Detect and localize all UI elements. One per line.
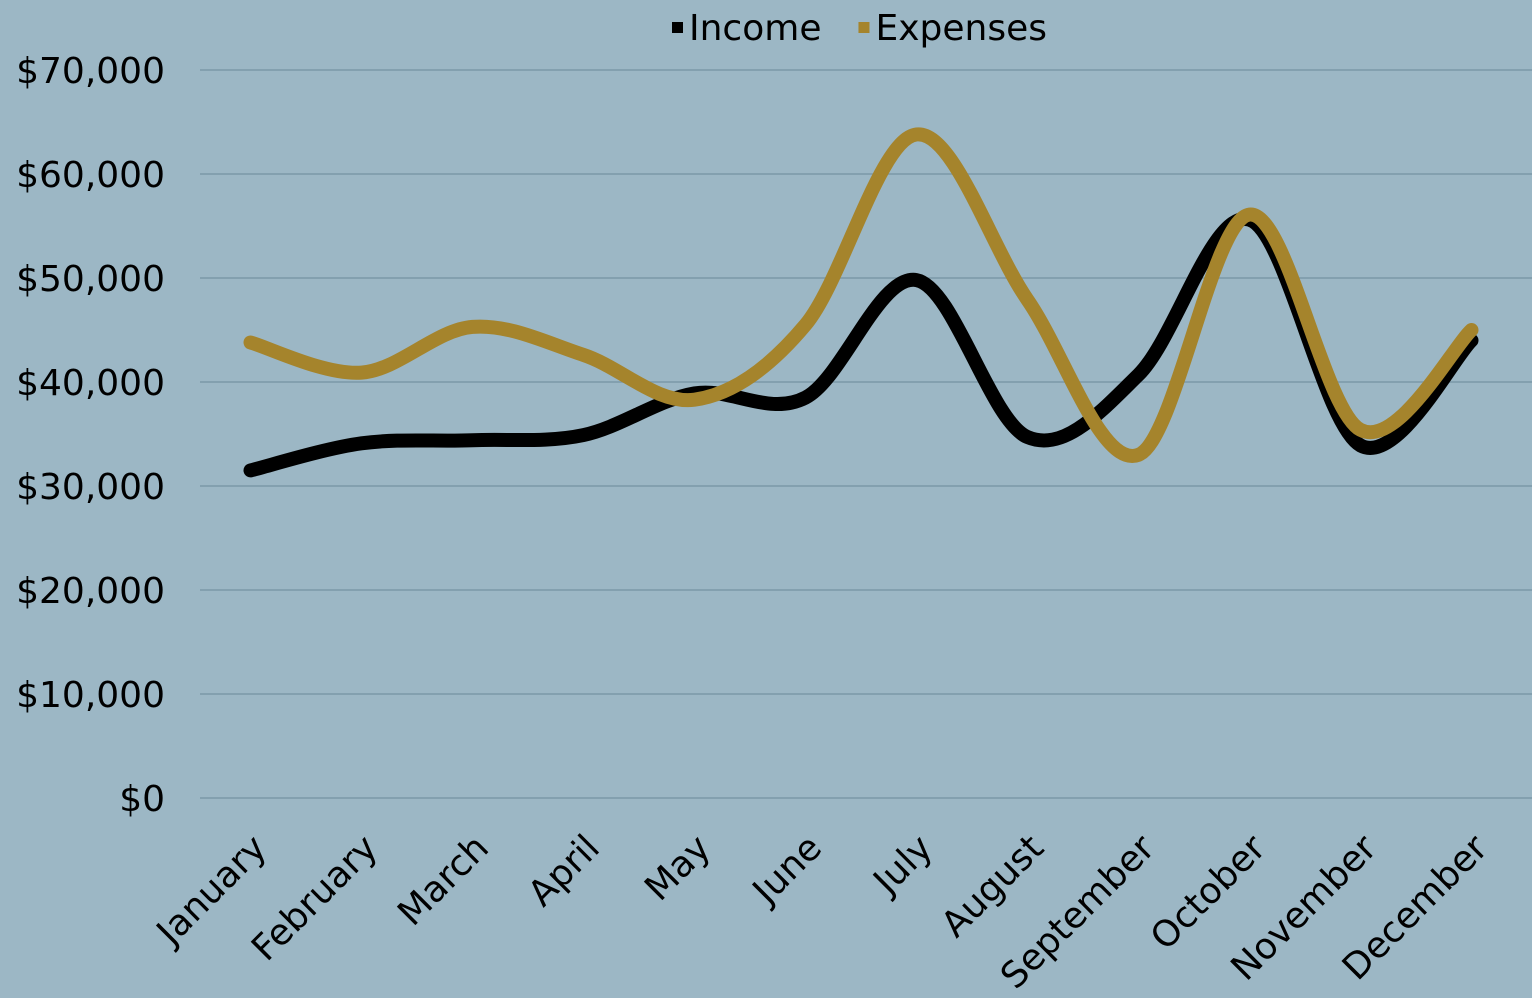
x-tick-label: May [637,827,719,909]
legend-label: Expenses [875,8,1047,49]
y-tick-label: $70,000 [16,51,165,92]
x-tick-label: June [744,827,830,913]
y-tick-label: $60,000 [16,155,165,196]
y-tick-label: $20,000 [16,571,165,612]
legend-swatch [672,22,683,33]
legend-swatch [858,22,870,33]
series-line [243,127,1479,463]
legend-label: Income [689,8,821,49]
y-tick-label: $50,000 [16,259,165,300]
x-tick-label: April [521,827,608,914]
y-tick-label: $10,000 [16,675,165,716]
x-tick-label: March [390,827,497,934]
y-tick-label: $30,000 [16,467,165,508]
x-tick-label: July [865,827,941,903]
y-tick-label: $0 [119,779,165,820]
y-tick-label: $40,000 [16,363,165,404]
